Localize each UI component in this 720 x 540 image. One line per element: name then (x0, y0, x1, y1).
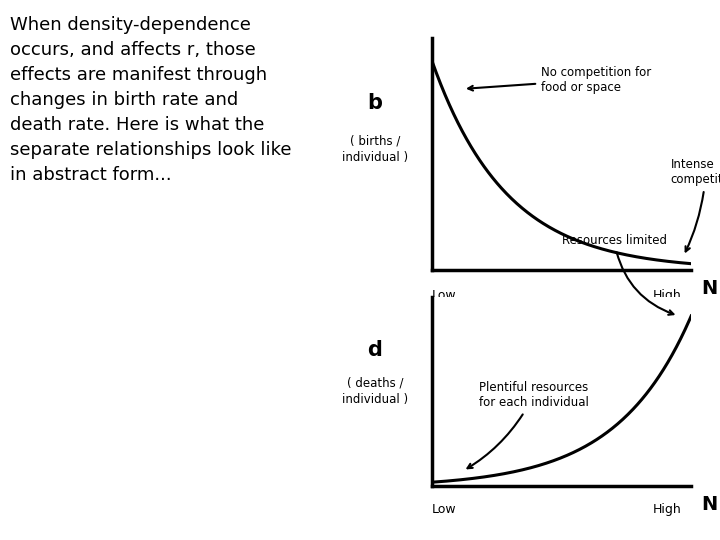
Text: N: N (701, 279, 718, 298)
Text: No competition for
food or space: No competition for food or space (468, 65, 651, 93)
Text: b: b (367, 93, 382, 113)
Text: d: d (367, 340, 382, 360)
Text: Low: Low (432, 503, 456, 516)
Text: Low: Low (432, 288, 456, 301)
Text: Resources limited: Resources limited (562, 234, 673, 315)
Text: ( births /
individual ): ( births / individual ) (342, 135, 408, 164)
Text: ( deaths /
individual ): ( deaths / individual ) (342, 377, 408, 406)
Text: High: High (652, 288, 681, 301)
Text: Plentiful resources
for each individual: Plentiful resources for each individual (467, 381, 588, 468)
Text: When density-dependence
occurs, and affects r, those
effects are manifest throug: When density-dependence occurs, and affe… (10, 16, 292, 184)
Text: High: High (652, 503, 681, 516)
Text: N: N (701, 496, 718, 515)
Text: Intense
competition: Intense competition (670, 158, 720, 252)
